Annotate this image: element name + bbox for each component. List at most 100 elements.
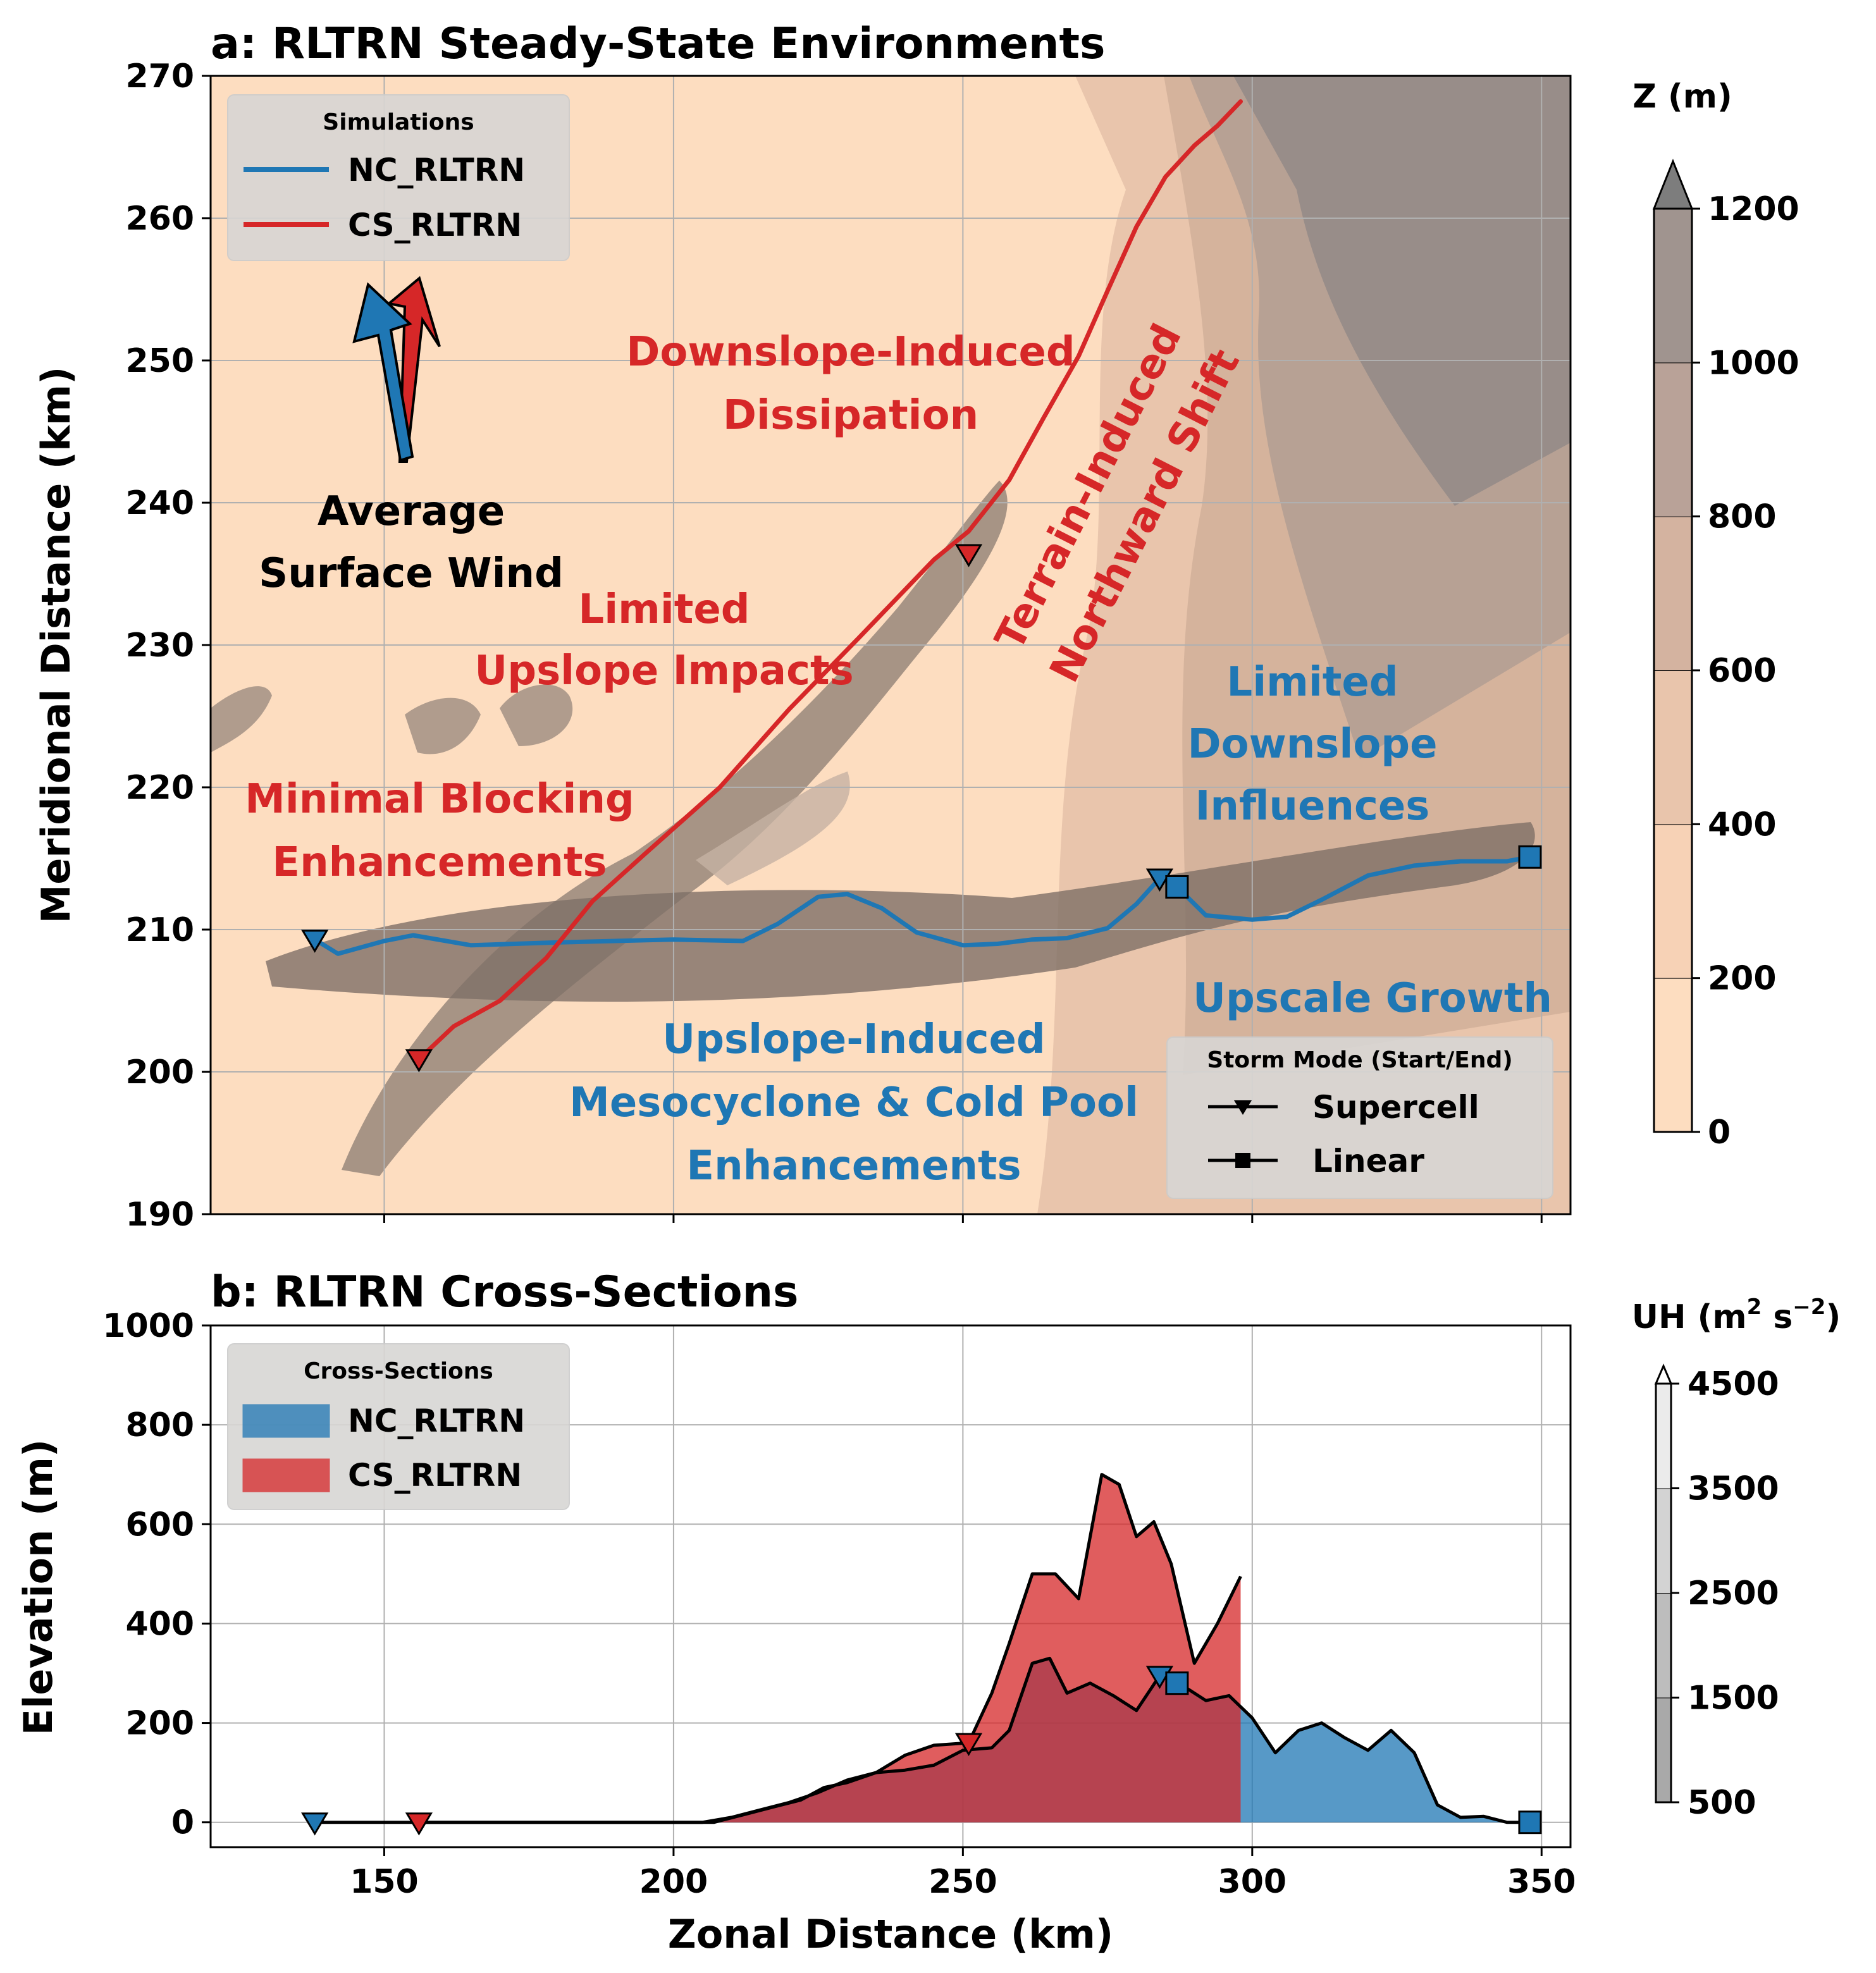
annotation-limited-downslope-2: Downslope <box>1188 721 1438 768</box>
panel-b-nc_rltrn-linear-marker <box>1518 1810 1542 1835</box>
panel-a-ticks: 190 200 210 220 230 240 250 260 270 <box>125 58 1543 1234</box>
panel-a-ytick-label: 260 <box>125 200 194 238</box>
panel-a-ytick-label: 210 <box>125 911 194 949</box>
colorbar-uh-extend <box>1654 1363 1673 1385</box>
colorbar-uh-title: UH (m2 s−2) <box>1632 1294 1841 1336</box>
colorbar-uh-tick-label: 4500 <box>1688 1365 1779 1403</box>
colorbar-z-tick-label: 400 <box>1708 806 1777 844</box>
annotation-meso-2: Mesocyclone & Cold Pool <box>569 1079 1139 1126</box>
panel-b-xlabel: Zonal Distance (km) <box>668 1911 1114 1957</box>
annotation-downslope-2: Dissipation <box>723 392 978 439</box>
panel-b-ytick-label: 1000 <box>102 1307 194 1345</box>
legend-box <box>227 94 570 261</box>
track-line-cs_rltrn <box>416 99 1243 1062</box>
colorbar-z-tick-label: 800 <box>1708 498 1777 536</box>
panel-a-nc_rltrn-linear-marker <box>1165 875 1189 899</box>
annotation-meso-3: Enhancements <box>686 1143 1021 1189</box>
colorbar-uh-segments <box>1656 1383 1671 1802</box>
panel-a-ytick-label: 230 <box>125 627 194 665</box>
panel-b-cs_rltrn-supercell-marker <box>954 1733 983 1756</box>
storm-legend-label-linear: Linear <box>1312 1143 1424 1179</box>
colorbar-z-tick-label: 1200 <box>1708 190 1799 228</box>
panel-a-ylabel: Meridional Distance (km) <box>33 367 79 924</box>
panel-b-ytick-label: 0 <box>171 1804 194 1842</box>
panel-b-ytick-label: 600 <box>125 1506 194 1544</box>
panel-a-markers <box>301 544 1542 1073</box>
colorbar-z-tick-label: 200 <box>1708 960 1777 998</box>
track-line-nc_rltrn <box>312 854 1533 956</box>
cross-legend-title: Cross-Sections <box>304 1358 493 1384</box>
panel-a-nc_rltrn-linear-marker <box>1518 845 1542 869</box>
legend-simulations: Simulations NC_RLTRN CS_RLTRN <box>227 94 570 261</box>
panel-a-nc_rltrn-supercell-marker <box>301 930 329 953</box>
cross-legend-label-nc: NC_RLTRN <box>348 1403 525 1439</box>
panel-b-frame <box>209 1324 1572 1848</box>
panel-b: 150 200 250 300 350 0 200 400 600 800 1000 b: RLTR… <box>15 1267 1576 1957</box>
panel-b-title: b: RLTRN Cross-Sections <box>211 1267 798 1317</box>
panel-a-title: a: RLTRN Steady-State Environments <box>211 19 1105 69</box>
colorbar-z-tick-label: 0 <box>1708 1114 1731 1152</box>
panel-b-nc_rltrn-supercell-marker <box>301 1812 329 1836</box>
colorbar-z-extend <box>1652 158 1694 210</box>
panel-b-series <box>314 1473 1531 1824</box>
colorbar-uh-tick-label: 3500 <box>1688 1470 1779 1508</box>
uh-title-prefix: UH (m <box>1632 1298 1747 1336</box>
terrain-area-cs_rltrn <box>419 1474 1241 1822</box>
annotation-upslope-1: Limited <box>578 586 750 633</box>
colorbar-uh: UH (m2 s−2) 500 1500 2500 3500 4500 <box>1632 1294 1841 1822</box>
panel-b-xtick-label: 350 <box>1507 1863 1576 1901</box>
panel-b-ticks: 150 200 250 300 350 0 200 400 600 800 1000 <box>102 1307 1576 1901</box>
panel-a-series <box>312 99 1533 1062</box>
colorbar-uh-segment <box>1656 1697 1671 1802</box>
panel-a-cs_rltrn-supercell-marker <box>405 1049 433 1073</box>
panel-a-ytick-label: 250 <box>125 342 194 380</box>
colorbar-z-tick-label: 600 <box>1708 652 1777 690</box>
uh-title-suffix: ) <box>1825 1298 1841 1336</box>
panel-b-xtick-label: 200 <box>639 1863 708 1901</box>
colorbar-z-title: Z (m) <box>1632 78 1732 116</box>
colorbar-uh-tick-label: 2500 <box>1688 1575 1779 1613</box>
legend-cross-sections: Cross-Sections NC_RLTRN CS_RLTRN <box>227 1343 570 1510</box>
annotation-blocking-1: Minimal Blocking <box>245 776 634 823</box>
panel-a-ytick-label: 240 <box>125 484 194 522</box>
annotation-limited-downslope-1: Limited <box>1226 659 1398 706</box>
annotation-wind-2: Surface Wind <box>259 550 564 597</box>
annotation-upslope-2: Upslope Impacts <box>474 648 853 694</box>
panel-b-xtick-label: 250 <box>929 1863 997 1901</box>
panel-b-ytick-label: 800 <box>125 1406 194 1444</box>
colorbar-z-segment <box>1654 978 1692 1132</box>
storm-legend-marker-linear <box>1235 1153 1250 1168</box>
cross-legend-patch-nc <box>242 1404 330 1438</box>
panel-b-xtick-label: 150 <box>350 1863 419 1901</box>
cross-legend-patch-cs <box>242 1458 330 1492</box>
terrain-outline-cs_rltrn <box>419 1473 1242 1824</box>
colorbar-uh-tick-label: 500 <box>1688 1784 1756 1822</box>
panel-b-markers <box>301 1666 1542 1836</box>
colorbar-uh-ticks: 500 1500 2500 3500 4500 <box>1671 1365 1779 1822</box>
panel-a-ytick-label: 190 <box>125 1196 194 1234</box>
annotation-downslope-1: Downslope-Induced <box>626 329 1075 376</box>
legend-label-cs: CS_RLTRN <box>348 207 522 243</box>
colorbar-uh-tick-label: 1500 <box>1688 1680 1779 1718</box>
colorbar-z-segment <box>1654 516 1692 670</box>
legend-label-nc: NC_RLTRN <box>348 152 525 188</box>
panel-a-cs_rltrn-supercell-marker <box>954 544 983 567</box>
uh-title-mid: s <box>1762 1298 1793 1336</box>
cross-legend-label-cs: CS_RLTRN <box>348 1457 522 1494</box>
annotation-meso-1: Upslope-Induced <box>662 1016 1045 1063</box>
storm-legend-box <box>1166 1036 1553 1199</box>
colorbar-z-segment <box>1654 824 1692 978</box>
colorbar-uh-segment <box>1656 1488 1671 1593</box>
panel-b-ylabel: Elevation (m) <box>15 1439 61 1735</box>
wind-arrows <box>352 276 441 463</box>
colorbar-uh-segment <box>1656 1384 1671 1489</box>
panel-b-nc_rltrn-linear-marker <box>1165 1671 1189 1695</box>
storm-legend-title: Storm Mode (Start/End) <box>1207 1047 1512 1073</box>
colorbar-uh-segment <box>1656 1593 1671 1698</box>
storm-legend-label-supercell: Supercell <box>1312 1089 1479 1126</box>
colorbar-z-segment <box>1654 362 1692 517</box>
uh-title-sup1: 2 <box>1747 1294 1762 1320</box>
annotation-upscale: Upscale Growth <box>1193 975 1552 1022</box>
panel-a-ytick-label: 220 <box>125 769 194 807</box>
